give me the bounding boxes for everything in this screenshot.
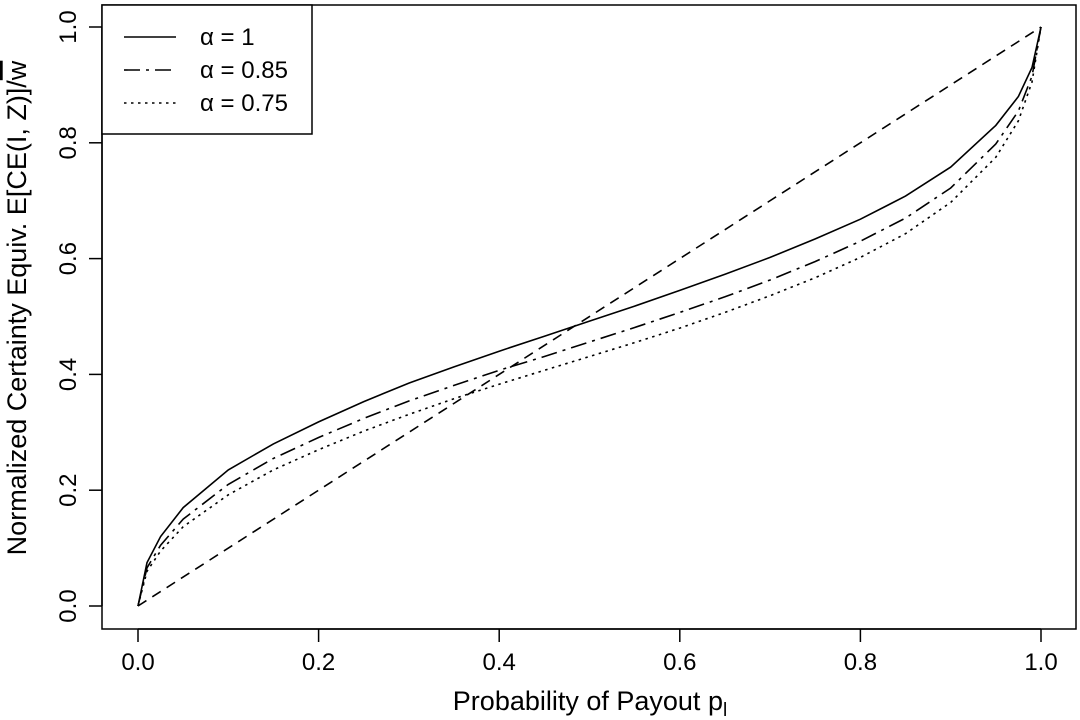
x-axis-title-subscript: l [723, 700, 727, 720]
y-tick-label: 0.4 [55, 358, 82, 391]
y-axis-title: Normalized Certainty Equiv. E[CE(I, Z)]/… [2, 60, 32, 555]
series-line-0 [137, 26, 1042, 607]
series-line-3 [137, 26, 1042, 607]
legend-label-1: α = 0.85 [200, 57, 288, 84]
x-axis-title: Probability of Payout pl [453, 686, 727, 720]
x-tick-label: 0.8 [844, 649, 877, 676]
y-tick-label: 1.0 [55, 10, 82, 43]
x-axis: 0.0 0.2 0.4 0.6 0.8 1.0 [121, 628, 1058, 676]
series-line-2 [137, 26, 1042, 607]
y-axis-title-main: Normalized Certainty Equiv. E[CE(I, Z)]/ [2, 80, 32, 556]
x-tick-label: 0.0 [121, 649, 154, 676]
x-tick-label: 0.4 [483, 649, 516, 676]
legend-label-2: α = 0.75 [200, 90, 288, 117]
y-tick-label: 0.8 [55, 126, 82, 159]
x-tick-label: 0.6 [663, 649, 696, 676]
series-line-1 [137, 26, 1042, 607]
x-tick-label: 1.0 [1024, 649, 1057, 676]
x-axis-title-main: Probability of Payout p [453, 686, 723, 716]
y-tick-label: 0.6 [55, 242, 82, 275]
y-axis-title-text: Normalized Certainty Equiv. E[CE(I, Z)]/… [2, 60, 32, 555]
series-layer [137, 26, 1042, 607]
y-tick-label: 0.2 [55, 474, 82, 507]
x-tick-label: 0.2 [302, 649, 335, 676]
legend: α = 1 α = 0.85 α = 0.75 [101, 4, 313, 135]
y-tick-label: 0.0 [55, 589, 82, 622]
legend-label-0: α = 1 [200, 24, 255, 51]
y-axis-title-overline-w: w [2, 60, 32, 81]
